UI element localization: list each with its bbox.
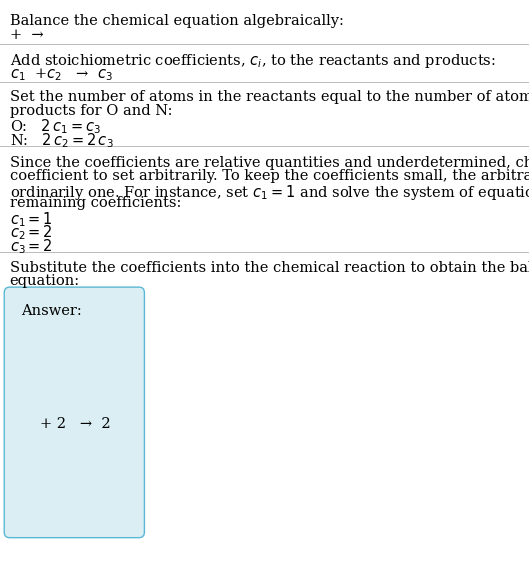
Text: Add stoichiometric coefficients, $c_i$, to the reactants and products:: Add stoichiometric coefficients, $c_i$, … (10, 52, 495, 70)
Text: O:   $2\,c_1 = c_3$: O: $2\,c_1 = c_3$ (10, 118, 101, 136)
Text: remaining coefficients:: remaining coefficients: (10, 196, 181, 211)
Text: $c_3 = 2$: $c_3 = 2$ (10, 237, 52, 256)
Text: equation:: equation: (10, 274, 80, 288)
Text: N:   $2\,c_2 = 2\,c_3$: N: $2\,c_2 = 2\,c_3$ (10, 131, 113, 150)
Text: $c_1 = 1$: $c_1 = 1$ (10, 210, 52, 229)
Text: Answer:: Answer: (21, 304, 82, 318)
Text: $c_2 = 2$: $c_2 = 2$ (10, 224, 52, 242)
FancyBboxPatch shape (4, 287, 144, 538)
Text: ordinarily one. For instance, set $c_1 = 1$ and solve the system of equations fo: ordinarily one. For instance, set $c_1 =… (10, 183, 529, 202)
Text: Set the number of atoms in the reactants equal to the number of atoms in the: Set the number of atoms in the reactants… (10, 90, 529, 104)
Text: Since the coefficients are relative quantities and underdetermined, choose a: Since the coefficients are relative quan… (10, 156, 529, 170)
Text: Balance the chemical equation algebraically:: Balance the chemical equation algebraica… (10, 14, 343, 28)
Text: products for O and N:: products for O and N: (10, 104, 172, 118)
Text: Substitute the coefficients into the chemical reaction to obtain the balanced: Substitute the coefficients into the che… (10, 261, 529, 275)
Text: + 2   →  2: + 2 → 2 (40, 417, 111, 431)
Text: +  →: + → (10, 28, 43, 42)
Text: $c_1$  +$c_2$   →  $c_3$: $c_1$ +$c_2$ → $c_3$ (10, 66, 112, 83)
Text: coefficient to set arbitrarily. To keep the coefficients small, the arbitrary va: coefficient to set arbitrarily. To keep … (10, 169, 529, 184)
